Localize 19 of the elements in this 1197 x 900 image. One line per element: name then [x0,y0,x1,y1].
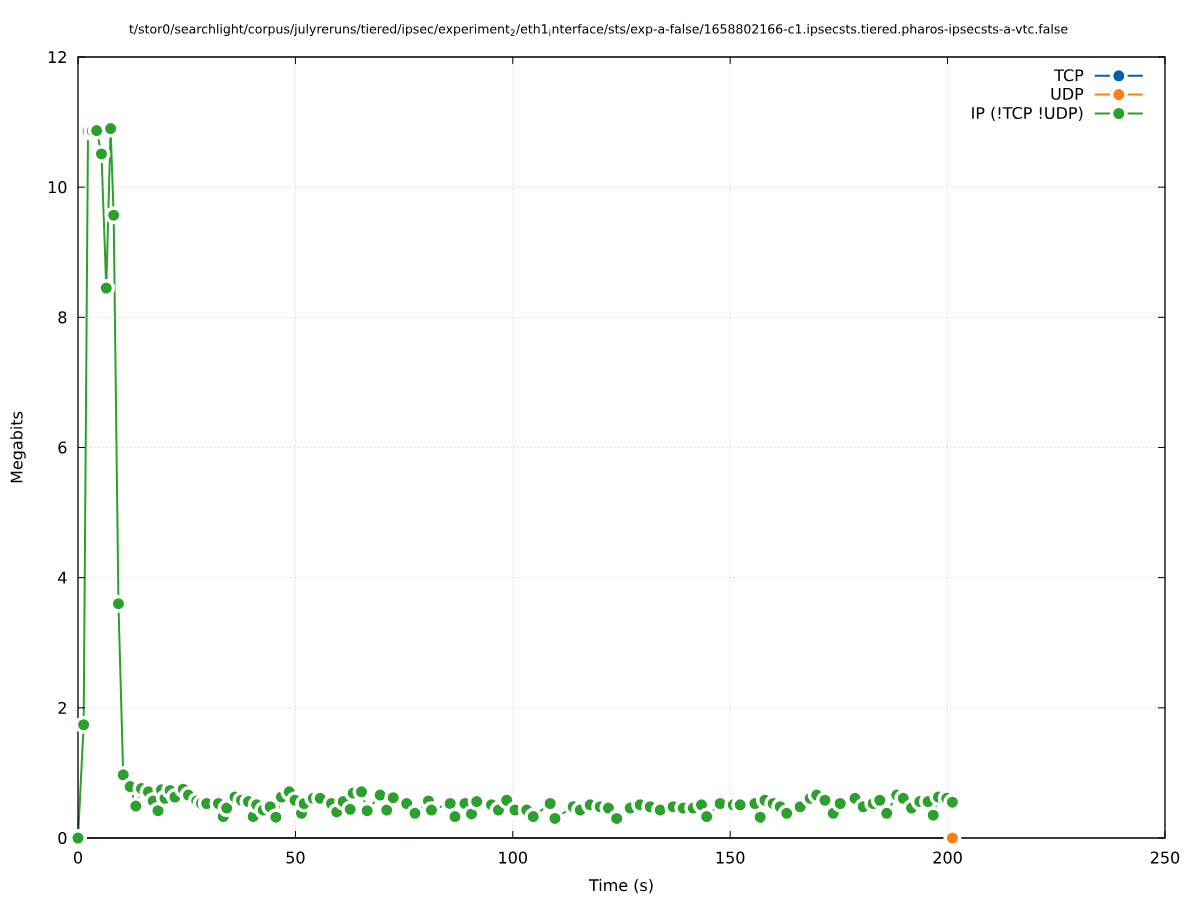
legend-label: UDP [1051,88,1084,100]
y-tick-label: 4 [58,571,67,584]
x-tick-label: 0 [73,851,83,864]
x-tick-label: 50 [286,851,305,864]
y-tick-label: 6 [58,441,67,454]
chart-title: t/stor0/searchlight/corpus/julyreruns/tiered/ipsec/experiment$_{2}$/eth1$_{i}$nterface/sts/exp-a-false/1658802166-c1.ipsecsts.tiered.pharos-ipsecsts-a-vtc.false [129,23,1068,37]
y-tick-label: 0 [58,831,67,845]
y-tick-label: 12 [48,51,66,63]
x-tick-label: 250 [1150,851,1180,864]
legend-label: IP (!TCP !UDP) [972,106,1083,121]
y-tick-label: 10 [48,181,67,194]
y-tick-label: 2 [58,701,66,714]
y-tick-label: 8 [58,311,67,324]
x-axis-title: Time (s) [588,878,653,894]
legend-label: TCP [1054,69,1084,82]
x-tick-label: 150 [716,851,745,864]
y-axis-title: Megabits [10,411,26,483]
x-tick-label: 100 [499,851,527,864]
x-tick-label: 200 [933,851,962,864]
